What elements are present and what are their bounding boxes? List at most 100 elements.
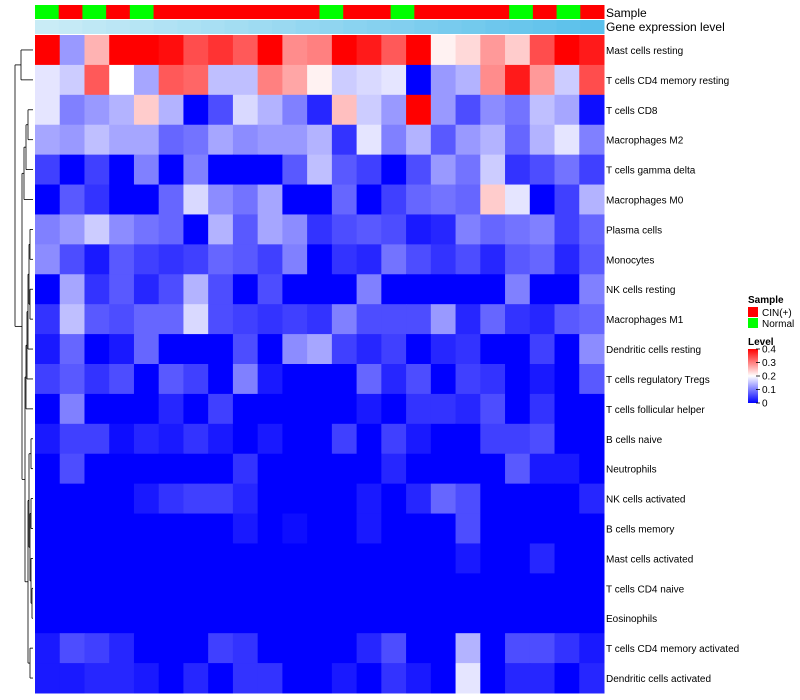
- heatmap-cell: [84, 64, 110, 96]
- heatmap-cell: [158, 124, 184, 156]
- heatmap-cell: [133, 423, 160, 455]
- heatmap-cell: [356, 124, 382, 156]
- sample-cell: [248, 5, 273, 19]
- heatmap-cell: [183, 573, 209, 604]
- heatmap-cell: [505, 633, 531, 664]
- heatmap-cell: [59, 423, 85, 455]
- heatmap-cell: [554, 483, 580, 515]
- heatmap-cell: [257, 274, 283, 305]
- sample-cell: [532, 5, 558, 19]
- heatmap-cell: [282, 35, 308, 66]
- heatmap-cell: [183, 334, 209, 365]
- heatmap-cell: [232, 64, 259, 96]
- expression-cell: [58, 20, 83, 34]
- heatmap-cell: [480, 124, 506, 156]
- heatmap-cell: [282, 483, 308, 515]
- heatmap-cell: [455, 124, 481, 156]
- heatmap-cell: [579, 573, 605, 604]
- heatmap-cell: [579, 364, 605, 395]
- heatmap-cell: [406, 364, 432, 395]
- heatmap-cell: [307, 364, 333, 395]
- heatmap-cell: [356, 304, 382, 335]
- expression-cell: [272, 20, 297, 34]
- heatmap-cell: [356, 64, 382, 96]
- heatmap-cell: [529, 214, 556, 245]
- heatmap-cell: [307, 423, 333, 455]
- heatmap-cell: [109, 184, 135, 215]
- heatmap-cell: [208, 513, 234, 544]
- expression-cell: [200, 20, 226, 34]
- heatmap-cell: [356, 603, 382, 634]
- heatmap-cell: [232, 393, 259, 425]
- heatmap-cell: [183, 35, 209, 66]
- legend-level-colorbar: [748, 349, 758, 403]
- heatmap-cell: [529, 274, 556, 305]
- heatmap-cell: [579, 94, 605, 126]
- heatmap-cell: [84, 453, 110, 485]
- heatmap-cell: [331, 154, 358, 186]
- heatmap-cell: [480, 304, 506, 335]
- heatmap-cell: [406, 543, 432, 574]
- heatmap-cell: [232, 603, 259, 634]
- expression-annotation-track: [35, 20, 605, 34]
- heatmap-cell: [183, 244, 209, 275]
- heatmap-cell: [307, 35, 333, 66]
- heatmap-cell: [554, 154, 580, 186]
- heatmap-cell: [579, 663, 605, 694]
- heatmap-cell: [183, 214, 209, 245]
- heatmap-cell: [282, 244, 308, 275]
- heatmap-cell: [331, 393, 358, 425]
- heatmap-cell: [480, 35, 506, 66]
- heatmap-cell: [430, 274, 457, 305]
- heatmap-cell: [232, 184, 259, 215]
- heatmap-cell: [455, 633, 481, 664]
- heatmap-cell: [406, 603, 432, 634]
- heatmap-cell: [356, 573, 382, 604]
- heatmap-cell: [133, 603, 160, 634]
- heatmap-cell: [480, 274, 506, 305]
- heatmap-cell: [282, 274, 308, 305]
- heatmap-cell: [331, 274, 358, 305]
- row-label: B cells naive: [606, 435, 663, 446]
- heatmap-cell: [356, 543, 382, 574]
- heatmap-cell: [133, 64, 160, 96]
- heatmap-cell: [109, 453, 135, 485]
- heatmap-cell: [232, 94, 259, 126]
- heatmap-cell: [109, 633, 135, 664]
- heatmap-cell: [282, 633, 308, 664]
- heatmap-cell: [183, 513, 209, 544]
- heatmap-cell: [158, 633, 184, 664]
- row-label: T cells gamma delta: [606, 166, 696, 177]
- heatmap-cell: [282, 663, 308, 694]
- heatmap-cell: [109, 393, 135, 425]
- heatmap-cell: [554, 393, 580, 425]
- sample-annotation-track: [35, 5, 605, 19]
- heatmap-cell: [35, 663, 61, 694]
- heatmap-cell: [35, 274, 61, 305]
- heatmap-cell: [59, 244, 85, 275]
- heatmap-cell: [430, 334, 457, 365]
- heatmap-cell: [579, 543, 605, 574]
- heatmap-cell: [505, 603, 531, 634]
- heatmap-cell: [529, 483, 556, 515]
- sample-cell: [319, 5, 344, 19]
- heatmap-cell: [381, 94, 407, 126]
- heatmap-cell: [455, 35, 481, 66]
- heatmap-cell: [133, 214, 160, 245]
- heatmap-cell: [133, 244, 160, 275]
- heatmap-cell: [331, 364, 358, 395]
- heatmap-cell: [232, 244, 259, 275]
- heatmap-cell: [505, 244, 531, 275]
- row-label: Eosinophils: [606, 614, 657, 625]
- heatmap-cell: [35, 35, 61, 66]
- expression-cell: [532, 20, 558, 34]
- heatmap-cell: [35, 573, 61, 604]
- heatmap-cell: [35, 543, 61, 574]
- heatmap-cell: [381, 453, 407, 485]
- heatmap-cell: [307, 603, 333, 634]
- heatmap-cell: [505, 573, 531, 604]
- heatmap-cell: [356, 453, 382, 485]
- heatmap-cell: [109, 64, 135, 96]
- heatmap-cell: [257, 573, 283, 604]
- heatmap-cell: [505, 453, 531, 485]
